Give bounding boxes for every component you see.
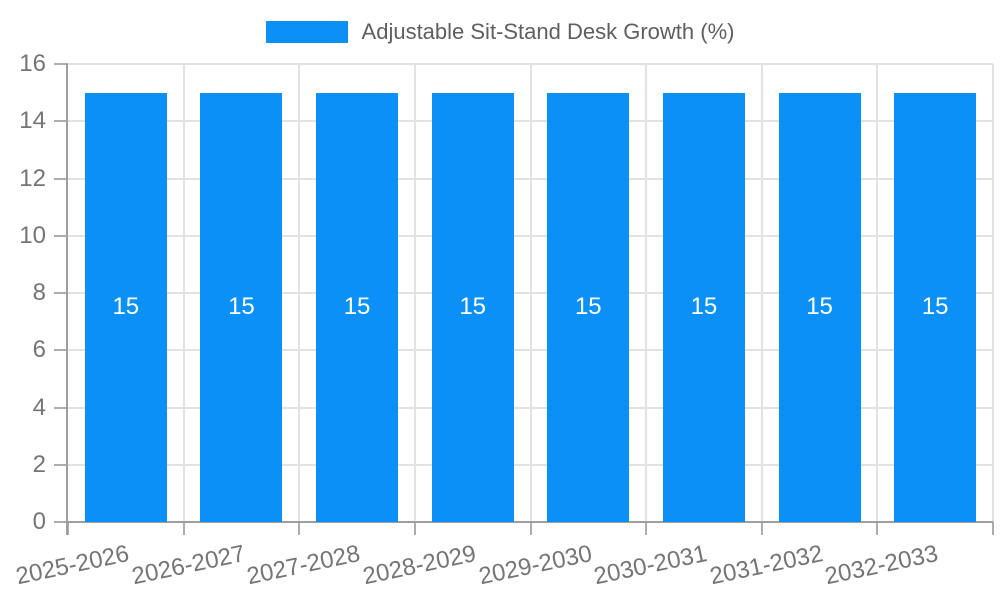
bar[interactable]: 15 xyxy=(316,92,399,522)
y-tick-mark xyxy=(54,463,68,466)
bar[interactable]: 15 xyxy=(662,92,745,522)
x-tick-label: 2028-2029 xyxy=(360,540,479,591)
y-tick-mark xyxy=(54,234,68,237)
x-tick-label: 2025-2026 xyxy=(13,540,132,591)
chart-legend[interactable]: Adjustable Sit-Stand Desk Growth (%) xyxy=(0,20,1000,44)
y-tick-label: 4 xyxy=(32,393,46,421)
x-tick-mark xyxy=(529,522,532,535)
bar[interactable]: 15 xyxy=(431,92,514,522)
x-tick-label: 2031-2032 xyxy=(707,540,826,591)
y-tick-label: 10 xyxy=(19,221,46,249)
x-tick-label: 2026-2027 xyxy=(129,540,248,591)
gridline-x xyxy=(182,64,185,522)
y-tick-label: 8 xyxy=(32,279,46,306)
bar-value-label: 15 xyxy=(921,293,949,321)
y-tick-mark xyxy=(54,406,68,409)
y-tick-label: 0 xyxy=(32,508,46,535)
x-tick-mark xyxy=(298,522,301,535)
legend-swatch xyxy=(265,21,348,43)
gridline-x xyxy=(413,64,416,522)
gridline-x xyxy=(992,64,994,522)
bar[interactable]: 15 xyxy=(894,92,977,522)
bar-value-label: 15 xyxy=(459,293,487,321)
bar[interactable]: 15 xyxy=(547,92,630,522)
y-tick-label: 2 xyxy=(32,450,46,478)
x-tick-mark xyxy=(413,522,416,535)
gridline-x xyxy=(529,64,532,522)
x-tick-mark xyxy=(67,522,69,535)
y-tick-label: 16 xyxy=(19,50,46,77)
y-tick-mark xyxy=(54,63,68,65)
bar-value-label: 15 xyxy=(343,293,371,321)
x-tick-mark xyxy=(876,522,879,535)
bar[interactable]: 15 xyxy=(778,92,861,522)
y-tick-mark xyxy=(54,521,68,523)
x-tick-mark xyxy=(182,522,185,535)
y-tick-mark xyxy=(54,120,68,123)
gridline-x xyxy=(876,64,879,522)
gridline-x xyxy=(760,64,763,522)
y-tick-label: 6 xyxy=(32,336,46,364)
y-tick-label: 12 xyxy=(19,164,46,192)
gridline-x xyxy=(645,64,648,522)
bar-value-label: 15 xyxy=(228,293,255,321)
bar-value-label: 15 xyxy=(806,293,833,321)
legend-label: Adjustable Sit-Stand Desk Growth (%) xyxy=(361,19,735,44)
bar-value-label: 15 xyxy=(112,293,140,321)
x-tick-label: 2032-2033 xyxy=(822,540,941,591)
bar-value-label: 15 xyxy=(690,293,718,321)
bar[interactable]: 15 xyxy=(200,92,283,522)
x-tick-label: 2027-2028 xyxy=(244,540,363,591)
y-tick-mark xyxy=(54,292,68,294)
y-axis-line xyxy=(66,64,68,535)
y-tick-mark xyxy=(54,177,68,180)
x-tick-mark xyxy=(760,522,763,535)
y-tick-mark xyxy=(54,349,68,352)
x-tick-mark xyxy=(992,522,994,535)
bar-value-label: 15 xyxy=(574,293,602,321)
x-axis-line xyxy=(66,521,993,523)
x-tick-label: 2029-2030 xyxy=(476,540,594,591)
x-tick-mark xyxy=(645,522,648,535)
y-tick-label: 14 xyxy=(19,107,46,135)
gridline-x xyxy=(298,64,301,522)
bar[interactable]: 15 xyxy=(84,92,167,522)
x-tick-label: 2030-2031 xyxy=(591,540,710,591)
